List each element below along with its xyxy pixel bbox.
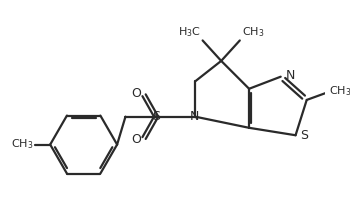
Text: CH$_3$: CH$_3$: [329, 85, 350, 98]
Text: N: N: [285, 69, 295, 82]
Text: CH$_3$: CH$_3$: [241, 25, 264, 39]
Text: S: S: [152, 110, 160, 123]
Text: O: O: [131, 133, 141, 146]
Text: CH$_3$: CH$_3$: [11, 138, 34, 151]
Text: H$_3$C: H$_3$C: [178, 25, 201, 39]
Text: N: N: [190, 110, 199, 123]
Text: S: S: [300, 129, 308, 142]
Text: O: O: [131, 87, 141, 100]
